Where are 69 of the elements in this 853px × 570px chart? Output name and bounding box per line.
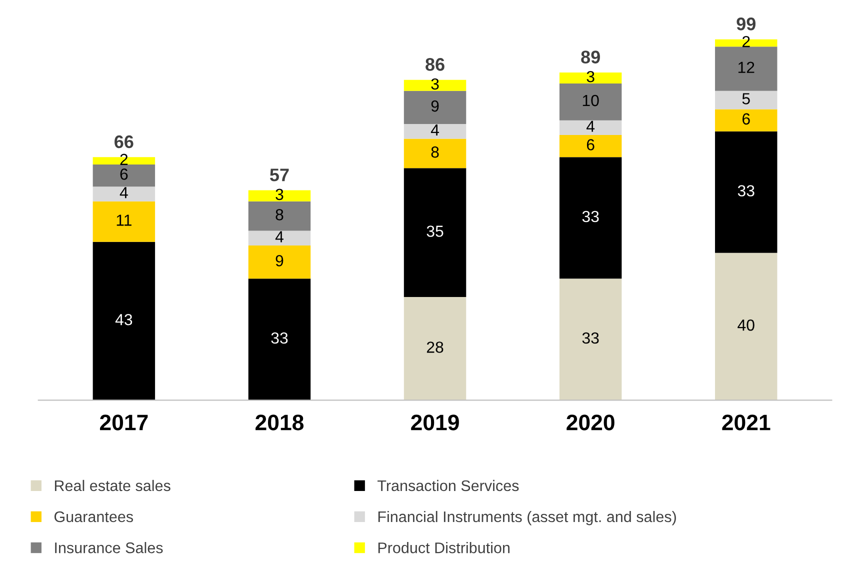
data-label: 4 [430,124,440,136]
data-label: 33 [738,185,754,196]
data-label: 4 [275,231,284,242]
x-tick-label: 2017 [100,414,148,430]
bar [715,131,778,253]
data-label: 9 [276,255,284,266]
data-label: 40 [738,319,754,331]
legend-label: Financial Instruments (asset mgt. and sales) [378,510,676,526]
data-label: 6 [742,113,750,125]
bar [559,135,622,158]
data-label: 11 [116,214,132,226]
bar [715,46,778,91]
total-label: 57 [270,168,289,182]
bar [92,164,156,187]
data-label: 12 [738,62,754,73]
data-label: 3 [431,78,439,90]
bar [248,230,311,246]
bar [715,252,778,400]
data-label: 33 [271,332,288,344]
data-label: 6 [120,168,128,180]
bar [559,278,622,400]
legend-label: Product Distribution [378,542,510,554]
bar [404,90,466,124]
legend-label: Real estate sales [54,480,170,492]
bar [92,242,156,400]
bar [248,201,311,231]
x-tick-label: 2019 [411,414,459,430]
total-label: 86 [426,58,444,71]
legend-label: Transaction Services [378,480,519,492]
data-label: 43 [115,314,132,326]
bar [92,201,156,242]
data-label: 33 [582,210,599,222]
bar [248,278,311,400]
data-label: 35 [426,226,444,237]
bar [404,168,466,298]
bar [715,109,778,132]
bar [404,138,466,168]
data-label: 9 [431,100,439,112]
bar [92,186,156,202]
total-label: 89 [581,50,600,64]
data-label: 6 [586,139,594,150]
data-label: 4 [586,120,595,132]
data-label: 5 [742,93,750,104]
data-label: 10 [582,94,599,106]
bar [559,157,622,279]
x-tick-label: 2020 [566,414,614,430]
data-label: 3 [276,188,284,200]
data-label: 28 [426,342,444,353]
data-label: 8 [431,146,439,158]
bar [559,120,622,136]
bar [404,124,466,139]
bar [559,72,622,84]
data-label: 2 [120,154,128,165]
data-label: 4 [120,187,128,198]
legend-label: Guarantees [54,511,134,522]
bar [559,83,622,120]
bar [715,90,778,110]
bar [248,246,311,279]
bar [404,297,466,400]
bar [404,80,466,91]
bar [248,190,311,202]
x-tick-label: 2021 [722,414,770,430]
legend-label: Insurance Sales [55,542,163,554]
data-label: 33 [582,332,599,344]
total-label: 99 [736,18,756,30]
total-label: 66 [114,135,134,148]
x-tick-label: 2018 [256,414,304,430]
data-label: 3 [586,70,594,82]
data-label: 8 [276,209,284,220]
